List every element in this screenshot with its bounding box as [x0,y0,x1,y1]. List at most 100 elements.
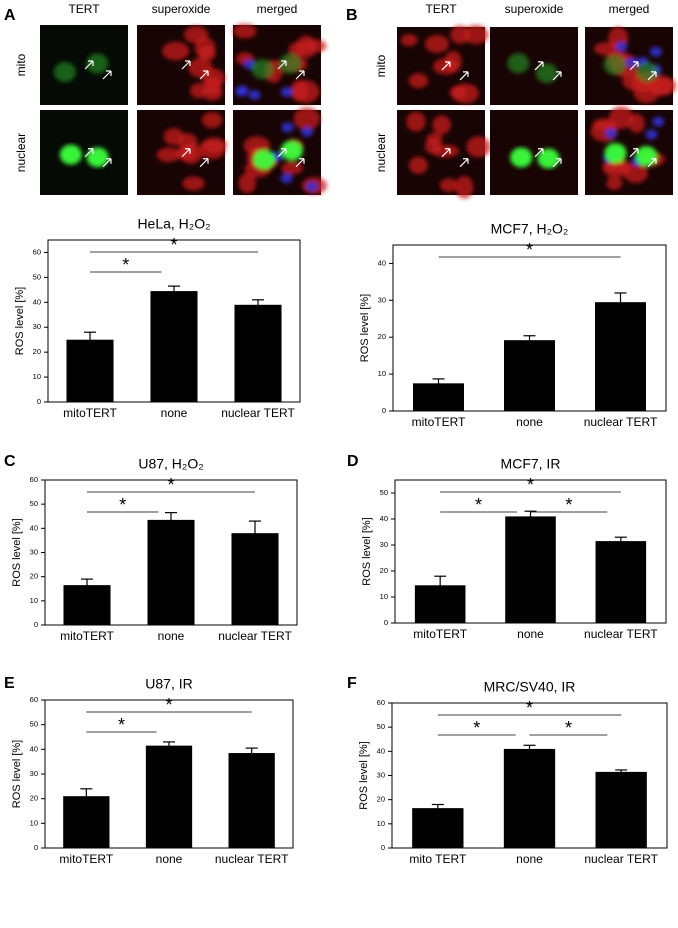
nucleus [305,181,318,192]
x-tick-label: nuclear TERT [584,415,658,429]
x-tick-label: nuclear TERT [218,629,292,643]
cell [424,34,449,54]
plot-frame [392,244,667,412]
panel-letter: A [4,7,16,24]
y-tick-label: 60 [377,698,385,707]
bar [595,302,646,411]
nucleus [280,87,293,98]
micrograph [397,25,489,105]
cell [432,115,451,135]
arrow [277,148,287,158]
x-tick-label: nuclear TERT [221,406,295,420]
x-tick-label: none [156,852,183,866]
chart-title: U87, H₂O₂ [138,456,203,472]
micrograph [585,26,677,105]
y-tick-label: 50 [380,488,388,497]
error-bar [523,335,536,345]
y-tick-label: 0 [382,406,386,415]
cell [182,176,205,191]
micrograph-cells [406,111,491,199]
cell [426,132,443,145]
y-tick-label: 10 [30,596,38,605]
micrograph-cells [233,23,327,104]
error-bar [615,769,628,774]
y-tick-label: 40 [378,258,386,267]
panel-letter: C [4,453,16,470]
error-bar [245,747,258,758]
micrograph [137,110,227,195]
cell [628,113,645,133]
error-bar [523,744,536,753]
tert-signal [635,146,658,167]
arrow [295,158,305,168]
arrow [629,148,639,158]
error-bar [163,741,175,750]
micrograph [40,25,128,105]
x-tick-label: none [161,406,188,420]
cell [602,158,630,178]
arrow [277,60,287,70]
arrow [199,158,209,168]
arrow [647,158,657,168]
arrow [629,61,639,71]
micrograph-cells [400,25,489,104]
micrograph-column-label: merged [609,2,650,16]
tert-signal [280,140,303,161]
y-tick-label: 60 [30,695,38,704]
cell [233,23,257,39]
arrow [199,70,209,80]
y-tick-label: 20 [377,795,385,804]
cell [455,175,474,199]
bar [231,533,279,625]
significance-label: * [170,235,177,255]
plot-frame [44,699,294,849]
y-tick-label: 0 [381,843,385,852]
cell [190,83,207,99]
micrograph-bg [40,25,128,105]
error-bar [432,378,445,388]
y-tick-label: 40 [380,514,388,523]
y-axis-label: ROS level [%] [361,517,373,585]
bar [234,304,282,402]
nucleus [281,122,294,133]
x-tick-label: mitoTERT [413,627,467,641]
cell [400,34,418,47]
cell [201,111,223,129]
bar [595,771,647,848]
y-axis-label: ROS level [%] [11,518,23,586]
panel-letter: E [4,675,15,692]
bar [504,340,555,411]
error-bar [614,536,627,545]
micrograph-row-label: nuclear [374,133,388,172]
micrograph-column-label: merged [257,2,298,16]
error-bar [614,292,627,312]
cell [183,25,209,44]
y-tick-label: 30 [380,540,388,549]
micrograph [585,106,673,195]
y-tick-label: 20 [378,332,386,341]
y-tick-label: 10 [33,372,41,381]
significance-label: * [475,495,482,515]
cell [202,84,223,101]
nucleus [649,46,662,57]
tert-signal [54,62,77,83]
arrow [181,60,191,70]
y-tick-label: 30 [30,547,38,556]
bar [413,383,464,411]
arrow [295,70,305,80]
x-tick-label: mitoTERT [412,415,466,429]
nucleus [615,41,628,52]
nucleus [645,129,658,140]
significance-label: * [119,495,126,515]
significance-label: * [118,715,125,735]
error-bar [431,803,444,812]
arrow [459,71,469,81]
error-bar [81,578,93,592]
cell [606,176,623,191]
cell [161,41,190,61]
tert-signal [251,59,274,80]
y-tick-label: 30 [378,295,386,304]
cell [431,144,460,158]
bar [147,519,195,625]
